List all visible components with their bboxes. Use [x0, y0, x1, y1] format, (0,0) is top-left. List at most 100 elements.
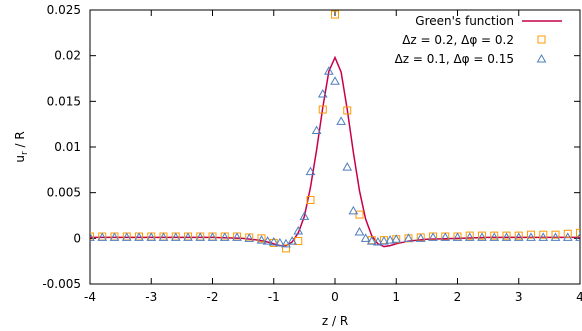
data-point-triangle — [550, 232, 561, 241]
data-point-triangle — [360, 233, 371, 242]
x-tick-label: 4 — [576, 290, 582, 304]
data-point-triangle — [305, 166, 316, 176]
data-point-square — [539, 230, 548, 239]
data-point-triangle — [109, 232, 120, 241]
data-point-square — [355, 210, 364, 219]
data-point-triangle — [366, 236, 377, 245]
y-tick-label: 0.01 — [54, 140, 81, 154]
data-point-square — [257, 234, 266, 243]
data-point-triangle — [336, 116, 346, 125]
data-point-triangle — [489, 232, 500, 241]
data-point-triangle — [262, 236, 273, 245]
x-tick-label: 1 — [392, 290, 400, 304]
data-point-triangle — [391, 234, 402, 243]
data-point-triangle — [244, 233, 255, 242]
y-axis-label: ur / R — [13, 131, 30, 162]
data-point-square — [551, 230, 560, 239]
data-point-triangle — [158, 232, 169, 241]
data-point-triangle — [348, 205, 359, 215]
data-point-square — [331, 10, 339, 19]
x-tick-label: 3 — [515, 290, 523, 304]
data-point-triangle — [501, 232, 512, 241]
legend-marker-square — [537, 35, 546, 44]
data-point-triangle — [170, 232, 181, 241]
data-point-triangle — [207, 232, 218, 241]
data-point-triangle — [477, 232, 487, 241]
y-tick-label: 0 — [73, 231, 81, 245]
data-point-triangle — [403, 233, 414, 242]
data-point-triangle — [183, 232, 193, 241]
y-tick-label: 0.025 — [47, 3, 81, 17]
data-point-triangle — [385, 235, 395, 244]
data-point-triangle — [379, 236, 389, 245]
legend-label-dz02: Δz = 0.2, Δφ = 0.2 — [402, 33, 514, 47]
data-point-triangle — [513, 232, 524, 241]
x-tick-label: 2 — [454, 290, 462, 304]
data-point-square — [514, 231, 523, 240]
data-point-triangle — [526, 232, 536, 241]
data-point-triangle — [452, 232, 463, 241]
data-point-triangle — [562, 232, 573, 241]
y-tick-label: 0.015 — [47, 94, 81, 108]
data-point-triangle — [342, 162, 353, 171]
x-axis-label: z / R — [322, 314, 348, 328]
data-point-triangle — [317, 89, 328, 98]
data-point-triangle — [440, 232, 451, 241]
data-point-square — [527, 230, 535, 239]
y-tick-label: -0.005 — [42, 277, 81, 291]
data-point-triangle — [575, 232, 580, 241]
y-axis-label-subscript: r — [20, 151, 30, 155]
data-point-triangle — [293, 226, 304, 235]
y-axis-label-main: u — [13, 155, 27, 163]
x-tick-label: -2 — [207, 290, 219, 304]
legend: Green's function Δz = 0.2, Δφ = 0.2 Δz =… — [395, 14, 562, 66]
y-tick-label: 0.005 — [47, 186, 81, 200]
data-point-square — [563, 229, 572, 238]
data-point-square — [282, 244, 290, 253]
data-point-triangle — [373, 236, 383, 246]
legend-marker-triangle — [536, 53, 547, 63]
data-point-triangle — [268, 236, 279, 246]
data-point-triangle — [232, 232, 242, 241]
data-point-triangle — [97, 232, 108, 241]
data-point-square — [478, 231, 486, 240]
data-point-triangle — [415, 233, 426, 242]
data-point-triangle — [287, 236, 297, 245]
data-point-square — [465, 231, 474, 240]
y-axis-label-rest: / R — [13, 131, 27, 151]
data-point-triangle — [121, 232, 132, 241]
legend-label-dz01: Δz = 0.1, Δφ = 0.15 — [395, 52, 514, 66]
data-point-square — [306, 195, 315, 204]
data-point-triangle — [428, 232, 438, 241]
y-tick-label: 0.02 — [54, 49, 81, 63]
data-point-square — [318, 105, 327, 114]
data-point-square — [576, 228, 580, 237]
data-point-triangle — [275, 237, 285, 247]
data-point-triangle — [324, 66, 334, 75]
data-point-square — [502, 231, 511, 240]
data-point-triangle — [195, 232, 206, 241]
data-point-triangle — [311, 125, 322, 135]
data-point-triangle — [538, 232, 549, 241]
data-point-triangle — [330, 76, 340, 85]
data-point-triangle — [90, 232, 95, 241]
data-point-square — [343, 106, 352, 115]
data-point-triangle — [299, 211, 310, 220]
data-point-square — [490, 231, 499, 240]
axis-tick-labels: -4 -3 -2 -1 0 1 2 3 4 -0.005 0 0.005 0.01 0.015 0.02 0.… — [42, 3, 582, 304]
data-point-triangle — [464, 232, 475, 241]
data-point-triangle — [354, 226, 365, 236]
x-tick-label: 0 — [331, 290, 339, 304]
x-tick-label: -4 — [84, 290, 96, 304]
data-point-triangle — [146, 232, 157, 241]
data-point-triangle — [134, 232, 144, 241]
plot-area — [90, 10, 580, 253]
data-point-square — [90, 232, 94, 241]
x-tick-label: -1 — [268, 290, 280, 304]
legend-label-greens-function: Green's function — [415, 14, 514, 28]
series-line-greens-function — [90, 55, 580, 248]
data-point-triangle — [219, 232, 230, 241]
data-point-triangle — [256, 235, 267, 244]
x-tick-label: -3 — [145, 290, 157, 304]
